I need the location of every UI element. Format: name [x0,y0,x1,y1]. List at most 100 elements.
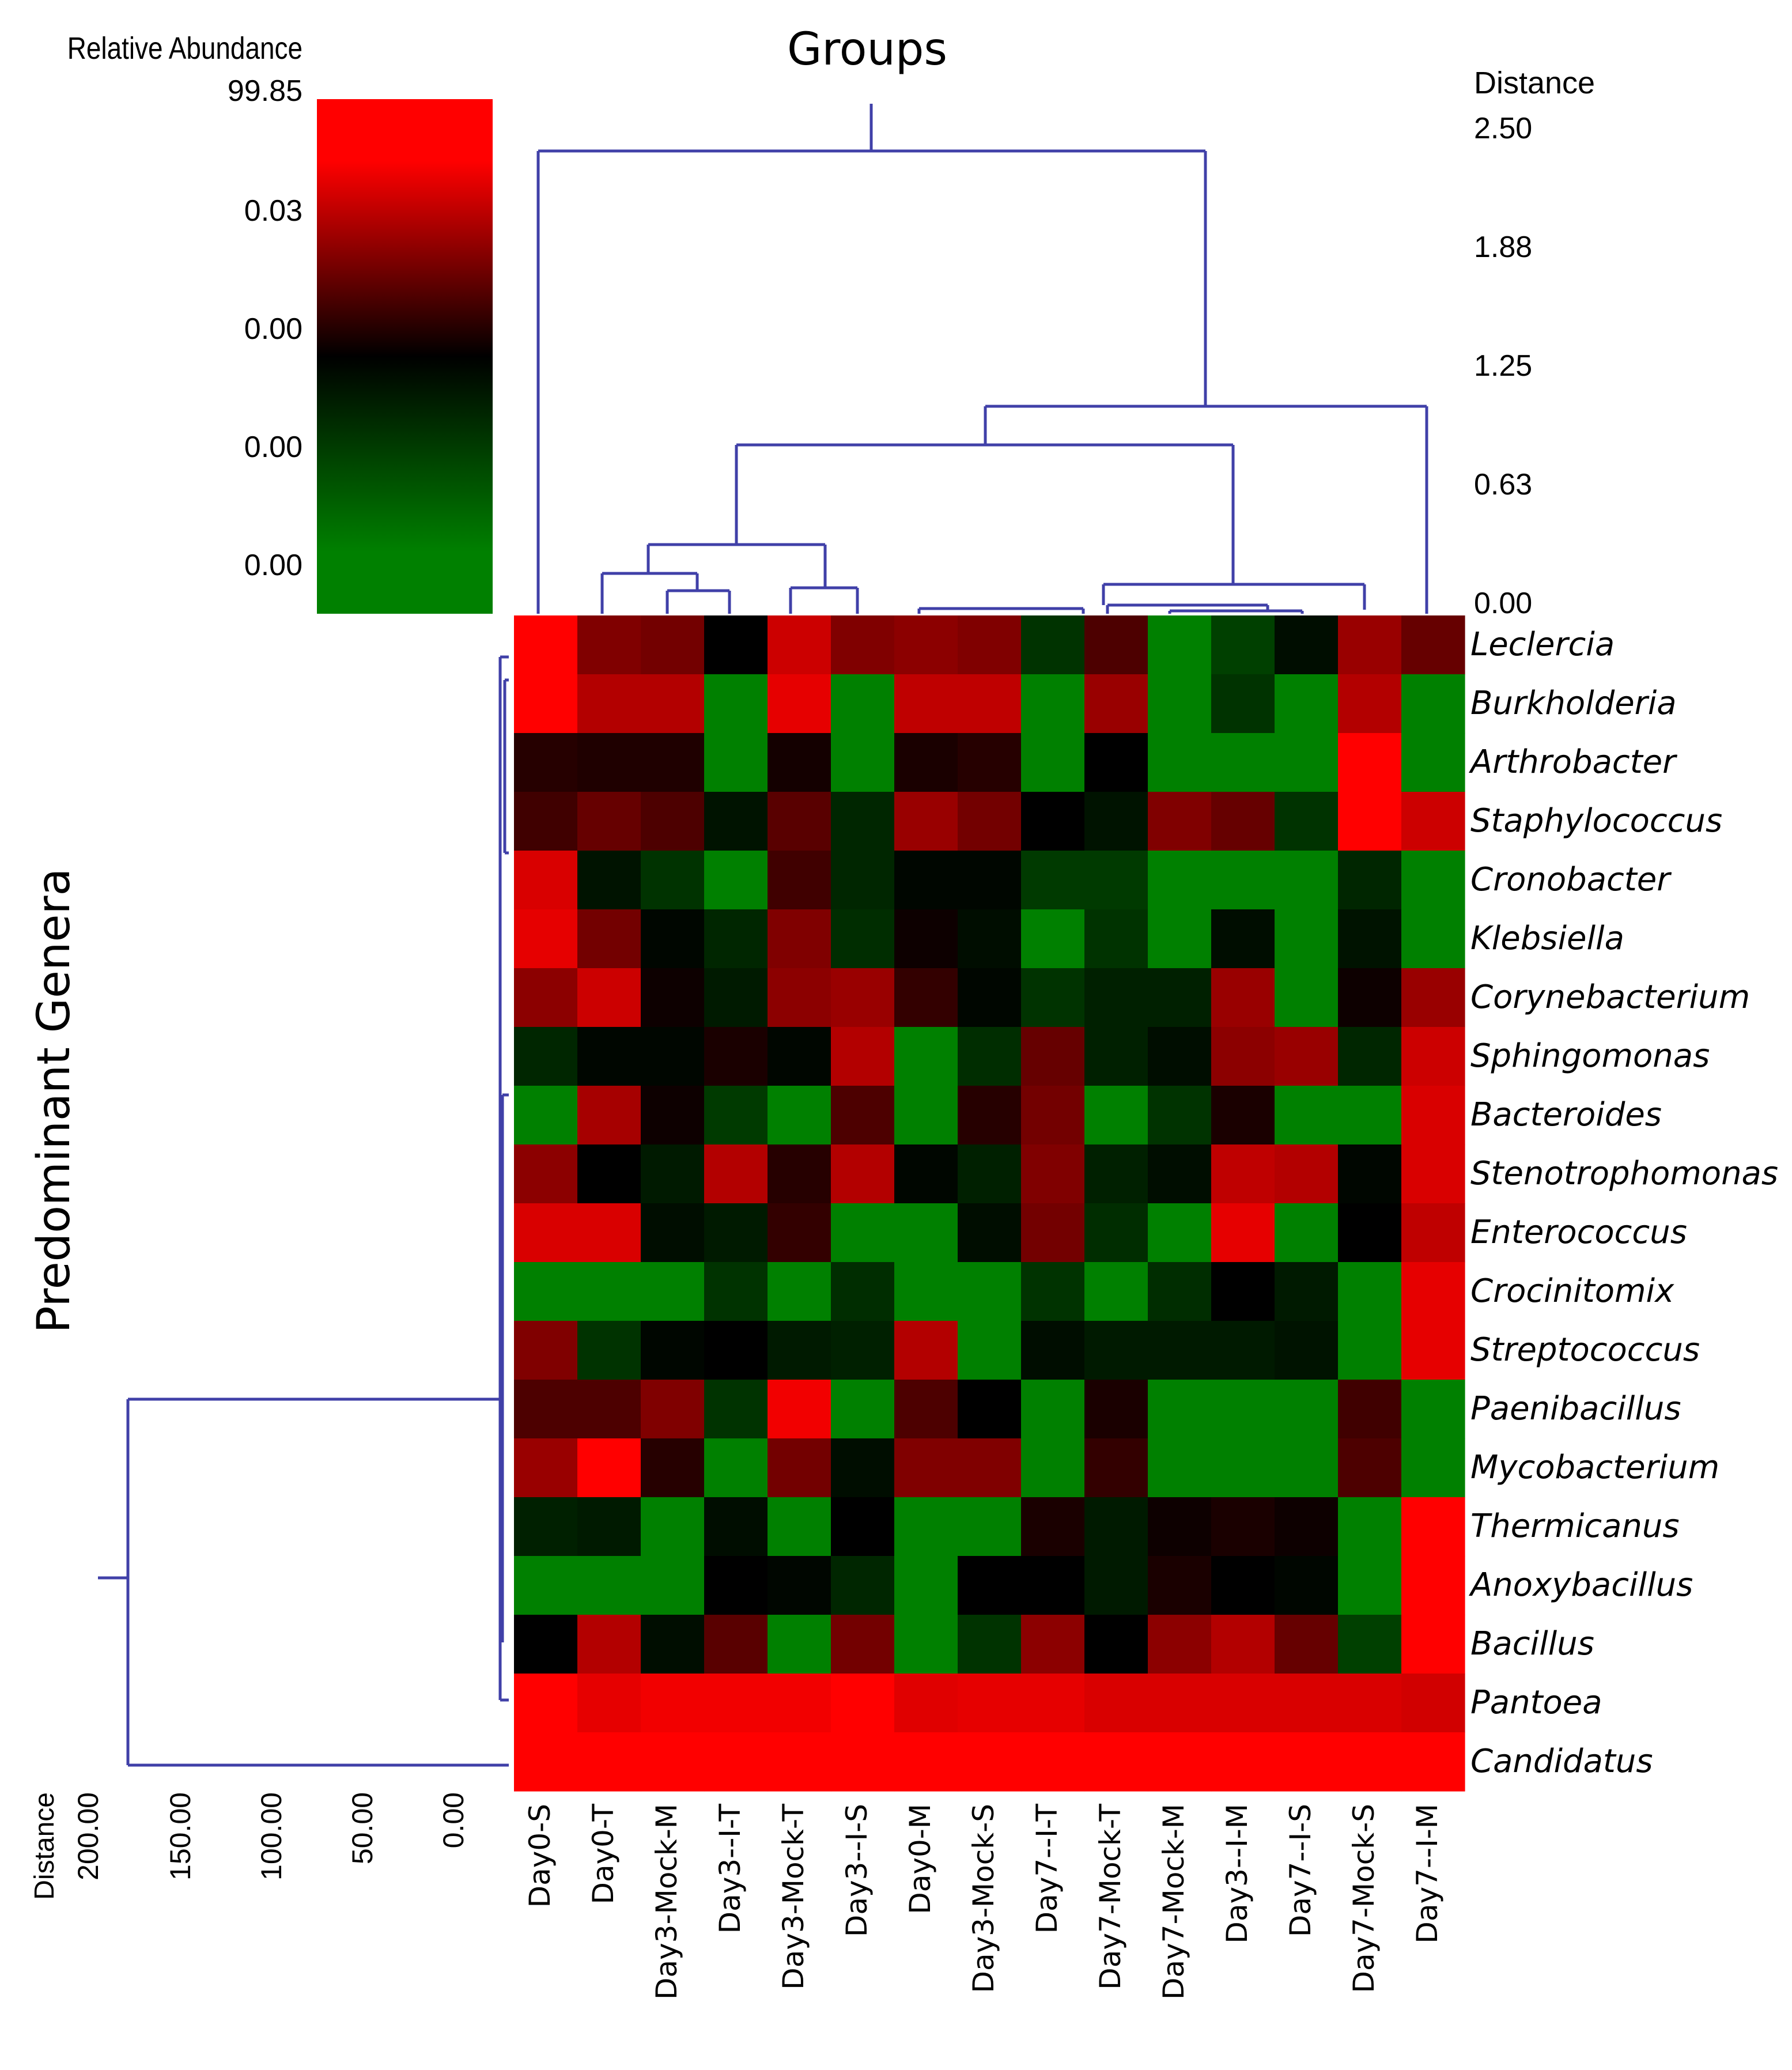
column-dendrogram-branch [536,104,1207,614]
heatmap-cell [1211,1203,1275,1263]
heatmap-cell [1021,909,1085,969]
heatmap-cell [831,674,895,734]
heatmap-cell [641,792,705,851]
column-label: Day3-Mock-S [967,1804,1000,1993]
heatmap-cell [1211,615,1275,675]
heatmap-cell [514,1321,578,1380]
heatmap-cell [831,615,895,675]
heatmap-cell [1148,792,1212,851]
colorbar-gradient [317,99,493,614]
heatmap-cell [894,1556,958,1615]
heatmap-cell [1338,1086,1402,1145]
heatmap-cells [514,615,1465,1792]
heatmap-cell [768,1674,831,1733]
colorbar-tick-label: 0.00 [244,430,303,464]
heatmap-cell [958,1203,1022,1263]
heatmap-cell [1021,792,1085,851]
heatmap-cell [1275,1556,1339,1615]
heatmap-cell [577,674,641,734]
heatmap-cell [1338,1732,1402,1792]
heatmap-cell [1148,851,1212,910]
row-label: Sphingomonas [1470,1037,1710,1075]
top-distance-tick: 1.88 [1474,231,1532,264]
heatmap-cell [1084,1321,1148,1380]
heatmap-cell [1148,615,1212,675]
row-label: Cronobacter [1470,861,1672,898]
heatmap-cell [641,1380,705,1439]
heatmap-cell [704,1674,768,1733]
heatmap-cell [894,909,958,969]
heatmap-cell [577,1615,641,1674]
colorbar-tick-labels: 99.85 0.03 0.00 0.00 0.00 [228,74,303,582]
heatmap-cell [1084,1438,1148,1498]
heatmap-cell [1338,792,1402,851]
left-distance-tick: 200.00 [72,1792,104,1880]
row-label: Corynebacterium [1470,979,1750,1016]
heatmap-cell [577,733,641,792]
row-dendrogram-branch [498,655,509,1702]
heatmap-cell [1084,615,1148,675]
heatmap-cell [1084,1732,1148,1792]
row-dendrogram [98,655,509,1767]
heatmap-cell [1148,1086,1212,1145]
heatmap-cell [1148,1203,1212,1263]
colorbar-tick-label: 0.03 [244,194,303,228]
heatmap-cell [1084,1556,1148,1615]
heatmap-cell [1275,1321,1339,1380]
heatmap-cell [704,733,768,792]
column-label: Day7--I-T [1030,1804,1064,1934]
heatmap-cell [831,733,895,792]
heatmap-cell [1211,733,1275,792]
chart-title: Groups [787,24,947,75]
heatmap-cell [1401,968,1465,1028]
heatmap-cell [1338,1203,1402,1263]
heatmap-cell [1021,1615,1085,1674]
row-label: Mycobacterium [1470,1449,1719,1486]
heatmap-cell [1021,968,1085,1028]
heatmap-cell [577,851,641,910]
top-distance-title: Distance [1474,66,1595,100]
heatmap-cell [958,792,1022,851]
heatmap-cell [1275,1027,1339,1086]
heatmap-cell [1148,909,1212,969]
heatmap-cell [1338,674,1402,734]
heatmap-cell [1338,851,1402,910]
heatmap-cell [768,968,831,1028]
heatmap-cell [1211,1380,1275,1439]
heatmap-cell [514,851,578,910]
heatmap-cell [1401,1321,1465,1380]
heatmap-cell [514,1438,578,1498]
heatmap-cell [894,1615,958,1674]
heatmap-cell [831,1321,895,1380]
heatmap-cell [514,1027,578,1086]
heatmap-cell [704,1262,768,1321]
heatmap-cell [577,1438,641,1498]
heatmap-cell [1084,851,1148,910]
heatmap-cell [894,1144,958,1204]
heatmap-cell [1401,1203,1465,1263]
heatmap-cell [1338,1556,1402,1615]
heatmap-cell [1275,1615,1339,1674]
top-distance-tick: 1.25 [1474,349,1532,383]
heatmap-cell [704,909,768,969]
heatmap-cell [1021,674,1085,734]
row-axis-title: Predominant Genera [28,868,80,1334]
row-label: Thermicanus [1470,1508,1680,1545]
column-dendrogram-branch [917,583,1366,614]
heatmap-cell [831,968,895,1028]
heatmap-cell [1275,1380,1339,1439]
heatmap-cell [641,1203,705,1263]
heatmap-cell [1275,674,1339,734]
row-label: Pantoea [1470,1684,1602,1721]
heatmap-cell [958,1615,1022,1674]
heatmap-cell [577,1262,641,1321]
heatmap-cell [704,968,768,1028]
heatmap-cell [1401,1438,1465,1498]
heatmap-cell [768,733,831,792]
heatmap-cell [1338,1615,1402,1674]
heatmap-cell [1021,615,1085,675]
row-dendrogram-branch [501,678,509,1642]
heatmap-cell [1211,1321,1275,1380]
heatmap-cell [577,1674,641,1733]
heatmap-cell [1021,733,1085,792]
